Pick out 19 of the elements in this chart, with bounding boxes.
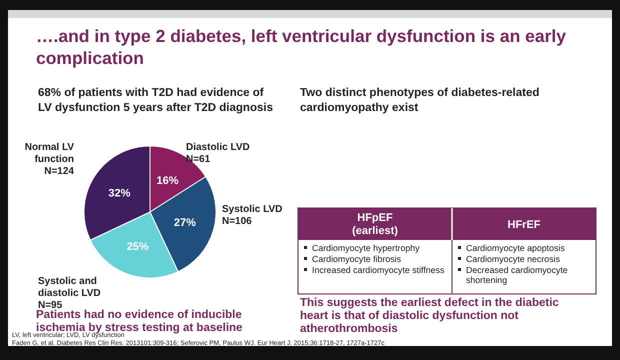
data-label: 16% [156, 175, 179, 188]
text: Two distinct phenotypes of diabetes-related cardiomyopathy exist [300, 87, 540, 114]
text: This suggests the earliest defect in the diabetic heart is that of diastolic dysfunction not atherothrombosis [300, 297, 560, 335]
slice-label: Normal LV function N=124 [24, 142, 74, 177]
chart-subtitle: 68% of patients with T2D had evidence of LV dysfunction 5 years after T2D diagnosis [38, 87, 273, 114]
data-label: 27% [174, 216, 196, 229]
text: HFrEF [508, 219, 541, 231]
text: Cardiomyocyte hypertrophy [312, 243, 420, 253]
text: Cardiomyocyte apoptosis [466, 243, 566, 253]
data-label: 32% [108, 187, 131, 200]
slice-label: Systolic LVD N=106 [222, 204, 282, 227]
text: HFpEF (earliest) [352, 212, 398, 237]
text: Cardiomyocyte fibrosis [312, 254, 402, 264]
text: Decreased cardiomyocyte shortening [466, 265, 568, 285]
text: Cardiomyocyte necrosis [466, 254, 560, 264]
text: Increased cardiomyocyte stiffness [312, 265, 445, 275]
chart-title: ….and in type 2 diabetes, left ventricular dysfunction is an early complication [36, 26, 566, 68]
data-label: 25% [126, 241, 149, 254]
slice-label: Systolic and diastolic LVD N=95 [38, 276, 101, 311]
